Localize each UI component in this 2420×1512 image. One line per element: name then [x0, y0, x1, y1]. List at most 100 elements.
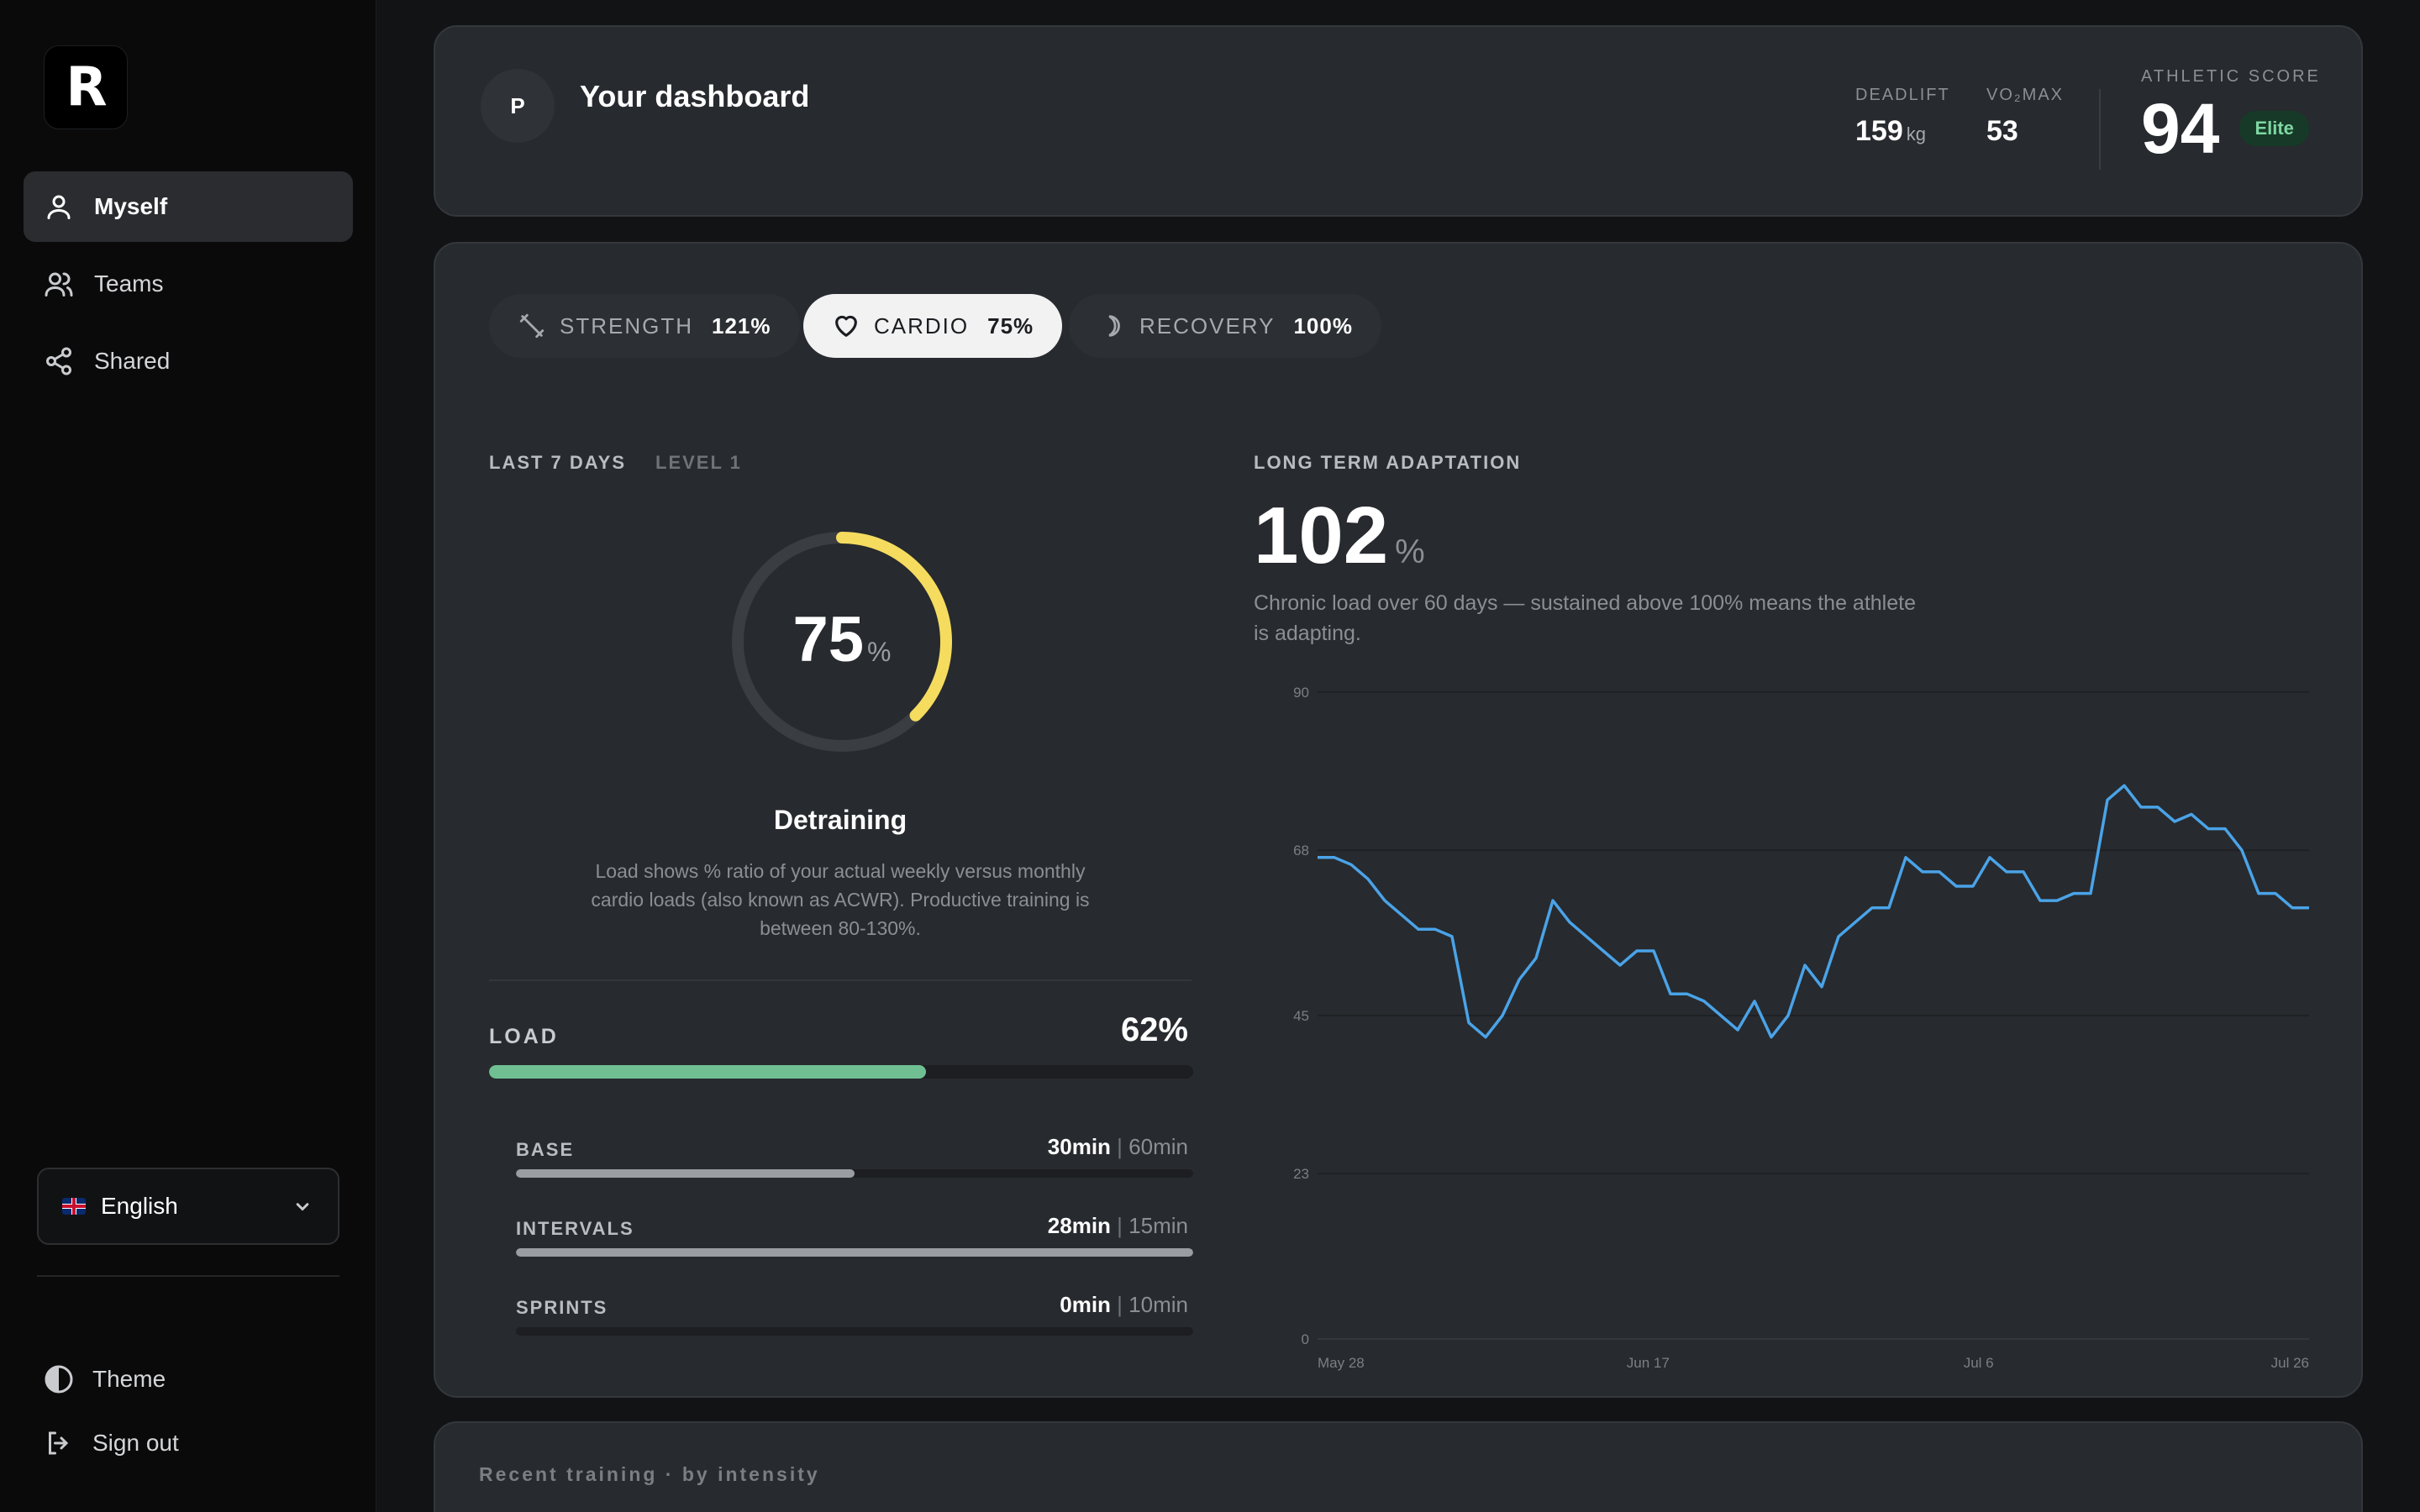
breakdown-value: 28min | 15min	[1047, 1213, 1188, 1238]
load-value: 62%	[1120, 1011, 1188, 1048]
breakdown-label: SPRINTS	[516, 1297, 608, 1318]
contrast-icon	[45, 1365, 73, 1394]
uk-flag-icon	[62, 1198, 86, 1215]
tab-strength[interactable]: STRENGTH 121%	[489, 294, 800, 358]
adaptation-number: 102	[1254, 491, 1389, 580]
tab-recovery[interactable]: RECOVERY 100%	[1069, 294, 1381, 358]
sidebar-item-teams[interactable]: Teams	[24, 249, 353, 319]
y-tick-label: 68	[1293, 843, 1309, 858]
x-tick-label: Jul 26	[2271, 1355, 2309, 1371]
sign-out-button[interactable]: Sign out	[44, 1428, 179, 1458]
gauge-value: 75%	[728, 603, 956, 676]
breakdown-bar	[516, 1327, 1193, 1336]
breakdown-value: 30min | 60min	[1047, 1134, 1188, 1159]
users-icon	[45, 272, 73, 297]
tab-label: STRENGTH	[560, 312, 693, 339]
section-divider	[489, 979, 1192, 981]
y-tick-label: 23	[1293, 1166, 1309, 1182]
dumbbell-icon	[519, 313, 544, 339]
breakdown-bar	[516, 1169, 1193, 1178]
recent-training-card: Recent training · by intensity	[434, 1421, 2363, 1512]
language-label: English	[101, 1193, 178, 1219]
adaptation-chart: 0 23 45 68 90 May 28 Jun 17 Jul 6 Jul 26	[1293, 685, 2309, 1371]
stat-value: 53	[1986, 115, 2018, 147]
sign-out-icon	[49, 1431, 69, 1455]
stat-label: VO₂MAX	[1986, 86, 2064, 104]
load-bar-fill	[489, 1065, 926, 1079]
breakdown-label: INTERVALS	[516, 1218, 634, 1239]
sidebar: R Myself Teams Shared English Theme Sign…	[0, 0, 376, 1512]
user-icon	[47, 195, 71, 219]
theme-button[interactable]: Theme	[44, 1364, 166, 1394]
share-icon	[46, 347, 71, 375]
recent-training-label: Recent training · by intensity	[479, 1463, 820, 1485]
y-tick-label: 0	[1302, 1331, 1309, 1347]
breakdown-bar	[516, 1248, 1193, 1257]
breakdown-actual: 30min	[1047, 1134, 1111, 1159]
y-tick-label: 90	[1293, 685, 1309, 701]
tab-cardio[interactable]: CARDIO 75%	[803, 294, 1063, 358]
x-tick-label: Jul 6	[1964, 1355, 1994, 1371]
adaptation-label: LONG TERM ADAPTATION	[1254, 452, 1522, 473]
level-label: LEVEL 1	[655, 452, 742, 473]
sign-out-label: Sign out	[92, 1430, 179, 1456]
language-select[interactable]: English	[37, 1168, 339, 1245]
moon-icon	[1108, 315, 1120, 337]
page-title: Your dashboard	[580, 79, 810, 113]
stat-vo2max: VO₂MAX 53	[1986, 86, 2064, 148]
dashboard-header: P Your dashboard DEADLIFT 159 kg VO₂MAX 5…	[434, 25, 2363, 217]
load-gauge	[732, 532, 952, 752]
stat-value: 159 kg	[1855, 115, 1950, 148]
deadlift-value: 159	[1855, 115, 1903, 147]
header-divider	[2099, 89, 2101, 170]
breakdown-bar-fill	[516, 1248, 1193, 1257]
tab-value: 100%	[1293, 312, 1353, 339]
x-tick-label: May 28	[1318, 1355, 1365, 1371]
tab-label: RECOVERY	[1139, 312, 1276, 339]
breakdown-target: 15min	[1128, 1213, 1188, 1238]
sidebar-item-label: Myself	[94, 193, 168, 219]
gauge-arc	[732, 532, 952, 752]
breakdown-value: 0min | 10min	[1060, 1292, 1188, 1317]
sidebar-item-label: Shared	[94, 348, 171, 374]
theme-label: Theme	[92, 1366, 166, 1392]
sidebar-divider	[37, 1275, 339, 1277]
stat-deadlift: DEADLIFT 159 kg	[1855, 86, 1950, 148]
adaptation-value: 102%	[1254, 496, 1425, 576]
sidebar-item-label: Teams	[94, 270, 164, 297]
breakdown-actual: 0min	[1060, 1292, 1111, 1317]
load-bar	[489, 1065, 1193, 1079]
sidebar-item-myself[interactable]: Myself	[24, 171, 353, 242]
y-tick-label: 45	[1293, 1008, 1309, 1024]
gauge-number: 75	[792, 604, 865, 675]
app-logo[interactable]: R	[44, 45, 128, 129]
gauge-unit: %	[867, 637, 892, 667]
x-tick-label: Jun 17	[1627, 1355, 1670, 1371]
heart-icon	[835, 315, 857, 337]
chevron-down-icon	[296, 1203, 309, 1211]
athletic-score-value: 94	[2141, 89, 2220, 168]
breakdown-actual: 28min	[1047, 1213, 1111, 1238]
breakdown-label: BASE	[516, 1139, 575, 1160]
deadlift-unit: kg	[1906, 123, 1926, 144]
adaptation-unit: %	[1395, 533, 1425, 570]
athletic-score: ATHLETIC SCORE 94 Elite	[2141, 67, 2321, 164]
breakdown-bar-fill	[516, 1169, 855, 1178]
sidebar-item-shared[interactable]: Shared	[24, 326, 353, 396]
tab-label: CARDIO	[874, 312, 970, 339]
period-label: LAST 7 DAYS	[489, 452, 627, 473]
stat-label: DEADLIFT	[1855, 86, 1950, 104]
athletic-score-label: ATHLETIC SCORE	[2141, 67, 2321, 86]
tab-value: 75%	[987, 312, 1034, 339]
status-title: Detraining	[773, 805, 908, 835]
load-label: LOAD	[489, 1025, 559, 1048]
adaptation-series-line	[1318, 784, 2309, 1039]
breakdown-target: 10min	[1128, 1292, 1188, 1317]
cardio-panel: STRENGTH 121% CARDIO 75% RECOVERY 100% L…	[434, 242, 2363, 1398]
breakdown-target: 60min	[1128, 1134, 1188, 1159]
logo-letter: R	[66, 56, 107, 118]
avatar[interactable]: P	[481, 69, 555, 143]
status-description: Load shows % ratio of your actual weekly…	[591, 860, 1090, 939]
tab-value: 121%	[712, 312, 771, 339]
adaptation-description: Chronic load over 60 days — sustained ab…	[1254, 591, 1916, 645]
